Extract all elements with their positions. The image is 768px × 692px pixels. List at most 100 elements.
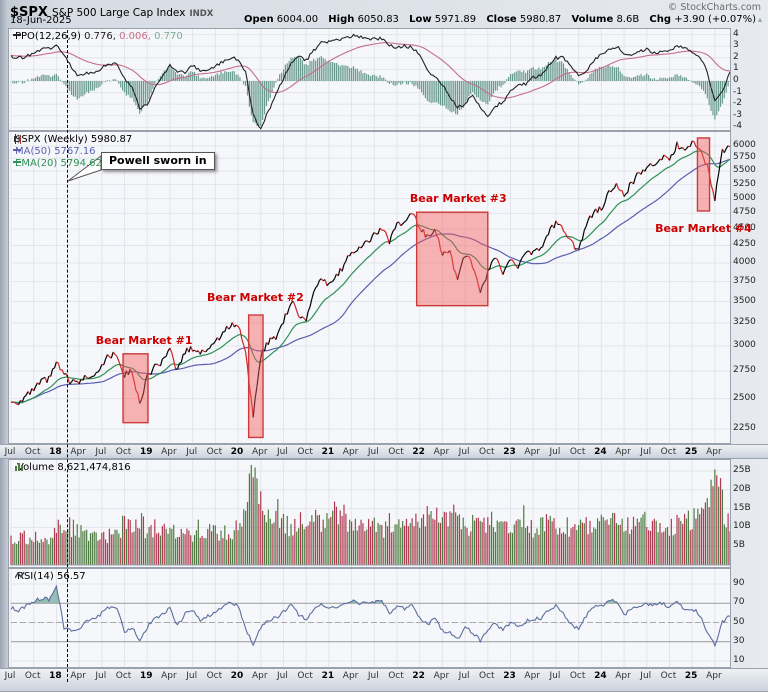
price-last-value: 5980.87 [90, 134, 133, 145]
x-axis-tick-label: Oct [24, 671, 41, 681]
y-axis-tick-label: 5B [733, 540, 745, 551]
y-axis-tick-label: 4250 [733, 239, 756, 250]
quote-summary: Open 6004.00 High 6050.83 Low 5971.89 Cl… [237, 14, 762, 25]
ma50-value: 5767.16 [54, 146, 96, 157]
x-axis-tick-label: Apr [524, 447, 541, 457]
x-axis-tick-label: Oct [569, 447, 586, 457]
x-axis-tick-label: 18 [49, 671, 62, 681]
x-axis-tick-label: 25 [684, 447, 698, 457]
x-axis-tick-label: Jul [95, 447, 107, 457]
y-axis-tick-label: 5250 [733, 178, 756, 189]
chg-label: Chg [649, 14, 672, 25]
x-axis-tick-label: Apr [251, 447, 268, 457]
x-axis-tick-label: Apr [433, 447, 450, 457]
x-axis-tick-label: Apr [524, 671, 541, 681]
bear-market-label: Bear Market #3 [409, 192, 507, 206]
price-series-title: $SPX (Weekly) [15, 134, 88, 145]
x-axis-tick-label: Apr [70, 671, 86, 681]
y-axis-tick-label: 3 [733, 40, 739, 51]
x-axis-tick-label: Jul [277, 671, 288, 681]
x-axis-tick-label: Apr [342, 671, 359, 681]
x-axis-tick-label: Apr [251, 671, 268, 681]
y-axis-tick-label: -1 [733, 86, 742, 97]
y-axis-tick-label: 6000 [733, 140, 756, 150]
chg-value: +3.90 (+0.07%) [674, 14, 756, 25]
x-axis-tick-label: Apr [615, 447, 631, 457]
rsi-legend: RSI(14) 56.57 [15, 571, 86, 583]
x-axis-tick-label: Jul [4, 671, 16, 681]
ppo-panel: PPO(12,26,9) 0.776, 0.006, 0.770 [8, 28, 731, 131]
open-value: 6004.00 [276, 14, 319, 25]
x-axis-tick-label: 20 [230, 447, 244, 457]
y-axis-tick-label: -2 [733, 98, 742, 109]
annotation-powell-sworn-in: Powell sworn in [101, 152, 215, 170]
ema20-legend: EMA(20) 5794.62 [13, 158, 102, 170]
x-axis-tick-label: 24 [594, 447, 607, 457]
high-value: 6050.83 [357, 14, 399, 25]
y-axis-tick-label: 4500 [733, 223, 756, 233]
x-axis-tick-label: Oct [206, 447, 223, 457]
x-axis-tick-label: Jul [640, 447, 652, 457]
y-axis-tick-label: 2500 [733, 392, 756, 403]
ppo-label: PPO(12,26,9) [15, 31, 81, 42]
open-label: Open [244, 14, 274, 25]
x-axis-tick-label: Oct [388, 447, 404, 457]
x-axis-tick-label: Apr [342, 447, 359, 457]
ema20-label: EMA(20) [15, 158, 58, 169]
y-axis-tick-label: -4 [733, 121, 742, 132]
x-axis-tick-label: Jul [4, 447, 16, 457]
x-axis-tick-label: Oct [115, 447, 132, 457]
volume-label: Volume [571, 14, 614, 25]
y-axis-tick-label: 2250 [733, 423, 756, 433]
x-axis-tick-label: 23 [503, 671, 516, 681]
x-axis-tick-label: Oct [24, 447, 41, 457]
volume-series-value: 8,621,474,816 [57, 462, 131, 473]
x-axis-tick-label: Oct [660, 447, 677, 457]
y-axis-tick-label: 5750 [733, 152, 756, 163]
x-axis-tick-label: Oct [660, 671, 677, 681]
price-panel: $SPX (Weekly) 5980.87 MA(50) 5767.16 EMA… [8, 131, 752, 444]
x-axis-tick-label: Jul [186, 671, 198, 681]
y-axis-tick-label: 90 [733, 578, 745, 588]
x-axis-tick-label: Jul [186, 447, 198, 457]
rsi-panel: RSI(14) 56.57 [8, 568, 731, 668]
x-axis-price: Jul Oct 18 Apr Jul Oct 19 Apr Jul Oct 20 Apr Jul Oct 2… [0, 444, 768, 459]
x-axis-tick-label: Jul [277, 447, 288, 457]
high-label: High [328, 14, 355, 25]
x-axis-tick-label: Jul [458, 447, 470, 457]
stockcharts-credit: © StockCharts.com [667, 2, 761, 13]
low-label: Low [409, 14, 432, 25]
y-axis-tick-label: 4750 [733, 207, 756, 218]
y-axis-tick-label: 4 [733, 28, 739, 39]
y-axis-tick-label: 10B [733, 521, 751, 532]
x-axis-tick-label: Jul [458, 671, 470, 681]
y-axis-tick-label: 2 [733, 51, 739, 62]
ppo-hist-value: 0.770 [154, 31, 183, 42]
y-axis-tick-label: 2750 [733, 365, 756, 376]
y-axis-tick-label: 15B [733, 502, 751, 513]
ppo-value: 0.776, [84, 31, 116, 42]
y-axis-tick-label: 3750 [733, 275, 756, 286]
volume-panel: Volume 8,621,474,816 [8, 459, 731, 568]
price-legend: $SPX (Weekly) 5980.87 [13, 134, 132, 146]
close-label: Close [486, 14, 517, 25]
volume-value: 8.6B [616, 14, 640, 25]
y-axis-tick-label: 3000 [733, 339, 756, 350]
x-axis-tick-label: 18 [49, 447, 62, 457]
x-axis-tick-label: Jul [549, 447, 561, 457]
x-axis-tick-label: 21 [321, 671, 335, 681]
x-axis-tick-label: Oct [479, 671, 495, 681]
x-axis-tick-label: 24 [594, 671, 607, 681]
x-axis-tick-label: Oct [206, 671, 223, 681]
y-axis-tick-label: 70 [733, 597, 745, 608]
x-axis-tick-label: Jul [367, 671, 379, 681]
change-up-arrow-icon: ▴ [757, 15, 762, 24]
x-axis-tick-label: Oct [388, 671, 404, 681]
rsi-series-label: RSI(14) [17, 571, 54, 582]
y-axis-tick-label: 0 [733, 75, 739, 85]
close-value: 5980.87 [519, 14, 562, 25]
x-axis-tick-label: Jul [640, 671, 652, 681]
y-axis-tick-label: 30 [733, 635, 745, 646]
x-axis-tick-label: Apr [706, 671, 722, 681]
